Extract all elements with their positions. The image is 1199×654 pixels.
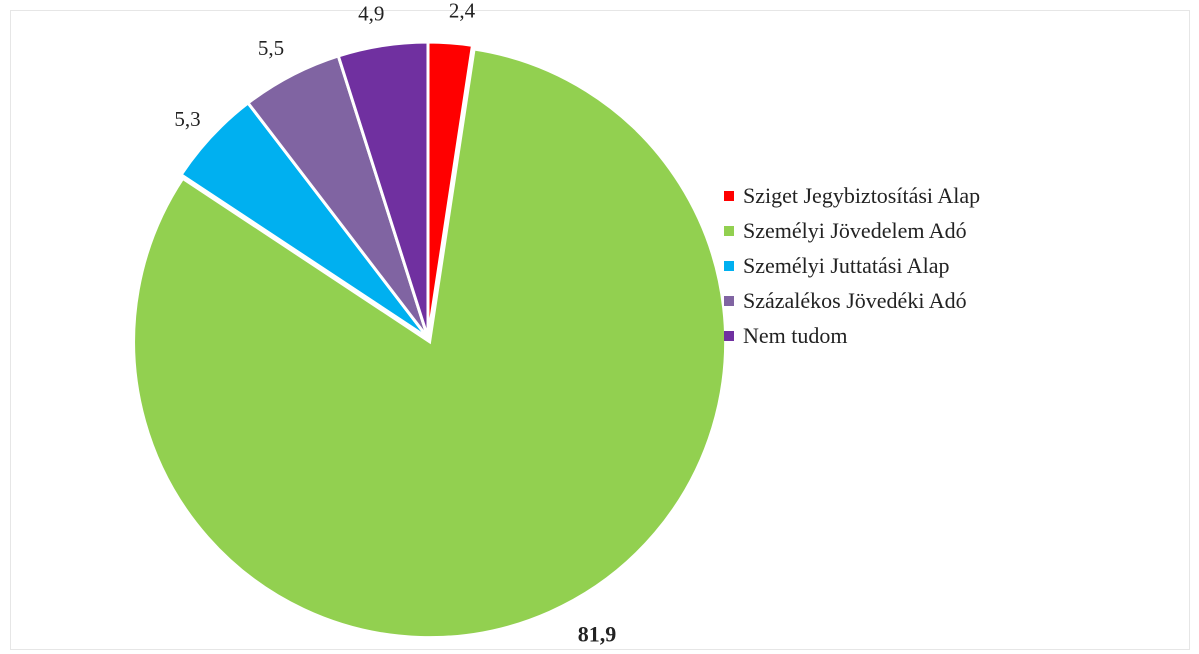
data-label-5: 4,9 <box>358 2 384 26</box>
legend-item-3: Személyi Juttatási Alap <box>724 248 980 283</box>
legend-label: Sziget Jegybiztosítási Alap <box>743 182 981 208</box>
pie-slice-5 <box>336 40 430 339</box>
chart-legend: Sziget Jegybiztosítási Alap Személyi Jöve… <box>724 178 980 353</box>
data-label-2: 81,9 <box>578 622 617 647</box>
data-label-3: 5,3 <box>174 107 200 131</box>
legend-swatch <box>724 260 734 271</box>
legend-item-1: Sziget Jegybiztosítási Alap <box>724 178 980 213</box>
legend-swatch <box>724 225 734 236</box>
data-label-4: 5,5 <box>258 36 284 60</box>
legend-label: Személyi Juttatási Alap <box>743 252 950 278</box>
legend-item-2: Személyi Jövedelem Adó <box>724 213 980 248</box>
pie-slice-2 <box>132 47 728 640</box>
legend-swatch <box>724 330 734 341</box>
legend-swatch <box>724 190 734 201</box>
legend-label: Százalékos Jövedéki Adó <box>743 287 967 313</box>
legend-swatch <box>724 295 734 306</box>
legend-item-5: Nem tudom <box>724 318 980 353</box>
legend-item-4: Százalékos Jövedéki Adó <box>724 283 980 318</box>
data-label-1: 2,4 <box>449 0 476 23</box>
legend-label: Személyi Jövedelem Adó <box>743 217 967 243</box>
legend-label: Nem tudom <box>743 322 848 348</box>
